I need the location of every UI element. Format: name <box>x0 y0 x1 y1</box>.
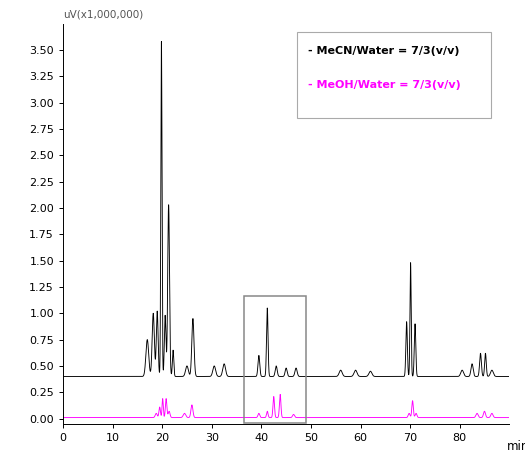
Text: uV(x1,000,000): uV(x1,000,000) <box>63 9 143 19</box>
Text: - MeOH/Water = 7/3(v/v): - MeOH/Water = 7/3(v/v) <box>309 80 461 89</box>
Bar <box>297 32 491 118</box>
Text: - MeCN/Water = 7/3(v/v): - MeCN/Water = 7/3(v/v) <box>309 46 460 56</box>
Bar <box>244 296 306 423</box>
X-axis label: min: min <box>507 440 525 453</box>
